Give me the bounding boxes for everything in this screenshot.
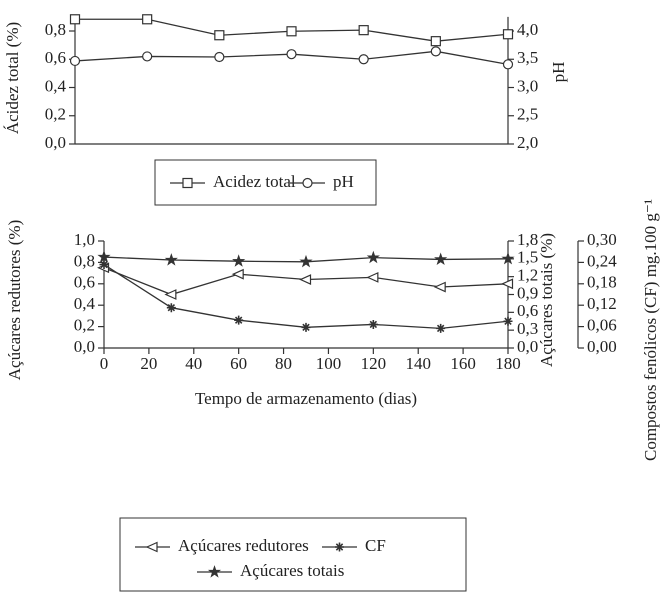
axis-title: Açúcares redutores (%) — [5, 220, 24, 380]
axis-title: pH — [549, 62, 568, 83]
marker-square — [69, 14, 81, 25]
y-tick-label: 0,8 — [45, 20, 66, 39]
marker-triangle — [366, 271, 379, 283]
y-tick-label: 0,24 — [587, 251, 617, 270]
y-tick-label: 0,4 — [45, 76, 67, 95]
marker-star — [299, 254, 313, 268]
y-tick-label: 1,8 — [517, 230, 538, 249]
axis-title: Compostos fenólicos (CF) mg.100 g⁻¹ — [641, 199, 660, 461]
legend-label: Acidez total — [213, 172, 296, 191]
marker-asterisk — [166, 303, 176, 313]
y-tick-label: 0,2 — [45, 105, 66, 124]
marker-asterisk — [99, 260, 109, 270]
y-tick-label: 2,0 — [517, 133, 538, 152]
marker-circle — [430, 46, 441, 57]
series-line — [103, 263, 509, 330]
y-tick-label: 0,0 — [74, 337, 95, 356]
y-tick-label: 0,0 — [45, 133, 66, 152]
axis-title: Açúcares totais (%) — [537, 233, 556, 367]
y-tick-label: 1,0 — [74, 230, 95, 249]
y-tick-label: 0,06 — [587, 316, 617, 335]
y-tick-label: 2,5 — [517, 105, 538, 124]
legend-box — [119, 517, 467, 592]
y-tick-label: 0,4 — [74, 294, 96, 313]
marker-circle — [502, 59, 514, 70]
axis-title: Ácidez total (%) — [3, 22, 22, 134]
x-tick-label: 120 — [361, 354, 387, 373]
marker-triangle — [299, 274, 312, 285]
marker-triangle — [164, 289, 177, 300]
x-tick-label: 40 — [185, 354, 202, 373]
marker-asterisk — [436, 323, 446, 333]
y-tick-label: 0,8 — [74, 251, 95, 270]
legend-label: CF — [365, 536, 386, 555]
marker-square — [214, 30, 225, 41]
x-tick-label: 160 — [450, 354, 476, 373]
y-tick-label: 0,12 — [587, 294, 617, 313]
x-tick-label: 140 — [405, 354, 431, 373]
y-tick-label: 0,6 — [74, 273, 95, 292]
y-tick-label: 1,2 — [517, 266, 538, 285]
y-tick-label: 0,30 — [587, 230, 617, 249]
x-tick-label: 100 — [316, 354, 342, 373]
x-tick-label: 180 — [495, 354, 521, 373]
x-tick-label: 80 — [275, 354, 292, 373]
marker-star — [366, 250, 380, 264]
marker-star — [434, 252, 448, 266]
y-tick-label: 4,0 — [517, 20, 538, 39]
marker-square — [502, 29, 514, 40]
y-tick-label: 0,6 — [517, 301, 538, 320]
y-tick-label: 0,6 — [45, 48, 66, 67]
legend-marker — [335, 542, 344, 552]
marker-asterisk — [503, 316, 513, 326]
legend-marker — [207, 565, 222, 578]
y-tick-label: 3,0 — [517, 76, 538, 95]
marker-star — [97, 250, 111, 263]
marker-circle — [214, 51, 225, 63]
legend-marker — [302, 177, 313, 189]
y-tick-label: 0,18 — [587, 273, 617, 292]
x-tick-label: 60 — [230, 354, 247, 373]
marker-circle — [142, 51, 153, 62]
legend-marker — [182, 177, 193, 189]
x-tick-label: 0 — [100, 354, 109, 373]
marker-star — [501, 251, 515, 265]
legend-marker — [145, 541, 158, 553]
y-tick-label: 0,0 — [517, 337, 538, 356]
marker-square — [430, 36, 441, 47]
y-tick-label: 3,5 — [517, 48, 538, 67]
marker-circle — [69, 55, 81, 67]
marker-circle — [358, 54, 369, 65]
marker-triangle — [231, 268, 244, 280]
y-tick-label: 0,9 — [517, 283, 538, 302]
y-tick-label: 0,2 — [74, 316, 95, 335]
legend-label: Açúcares totais — [240, 561, 344, 580]
marker-circle — [286, 49, 297, 60]
legend-box — [154, 159, 377, 206]
axis-title: Tempo de armazenamento (dias) — [195, 389, 417, 408]
y-tick-label: 0,00 — [587, 337, 617, 356]
legend-label: Açúcares redutores — [178, 536, 309, 555]
marker-square — [286, 26, 297, 37]
x-tick-label: 20 — [140, 354, 157, 373]
marker-square — [142, 14, 153, 25]
marker-triangle — [433, 281, 446, 293]
y-tick-label: 1,5 — [517, 248, 538, 267]
marker-square — [358, 25, 369, 36]
legend-label: pH — [333, 172, 354, 191]
marker-asterisk — [301, 322, 311, 332]
y-tick-label: 0,3 — [517, 319, 538, 338]
marker-asterisk — [368, 319, 378, 329]
marker-asterisk — [234, 315, 244, 325]
marker-star — [232, 254, 246, 267]
marker-triangle — [501, 278, 514, 290]
marker-star — [164, 253, 178, 266]
